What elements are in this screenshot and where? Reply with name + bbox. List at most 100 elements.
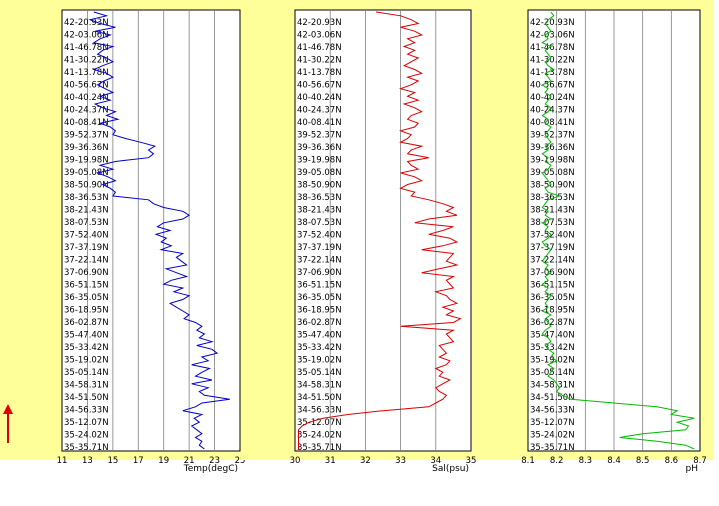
latitude-label: 38-07.53N: [64, 218, 109, 228]
latitude-label: 40-08.41N: [64, 118, 109, 128]
latitude-label: 36-02.87N: [297, 318, 342, 328]
latitude-label: 39-52.37N: [297, 131, 342, 141]
latitude-label: 35-12.07N: [297, 418, 342, 428]
latitude-label: 34-58.31N: [64, 381, 109, 391]
latitude-label: 38-21.43N: [64, 206, 109, 216]
x-tick-label: 25: [235, 456, 246, 466]
latitude-label: 34-56.33N: [297, 406, 342, 416]
latitude-label: 36-02.87N: [64, 318, 109, 328]
x-tick-label: 21: [184, 456, 195, 466]
latitude-label: 41-13.78N: [297, 68, 342, 78]
plot-area: [61, 9, 241, 452]
latitude-label: 35-19.02N: [297, 356, 342, 366]
latitude-label: 37-22.14N: [530, 256, 575, 266]
latitude-label: 41-46.78N: [297, 43, 342, 53]
x-axis-title: Temp(degC): [183, 464, 238, 474]
latitude-label: 36-18.95N: [297, 306, 342, 316]
x-tick-label: 34: [430, 456, 441, 466]
latitude-label: 39-19.98N: [297, 156, 342, 166]
latitude-label: 34-51.50N: [64, 393, 109, 403]
series-line: [298, 11, 462, 449]
latitude-label: 36-18.95N: [530, 306, 575, 316]
latitude-label: 41-30.22N: [530, 56, 575, 66]
latitude-label: 41-13.78N: [64, 68, 109, 78]
latitude-label: 35-12.07N: [64, 418, 109, 428]
latitude-label: 41-46.78N: [64, 43, 109, 53]
panel-1: 42-20.93N 42-03.06N 41-46.78N 41-30.22N 41-1…: [0, 0, 245, 474]
x-tick-label: 15: [107, 456, 118, 466]
latitude-label: 37-22.14N: [64, 256, 109, 266]
latitude-label: 35-33.42N: [530, 343, 575, 353]
series-line: [541, 11, 695, 450]
latitude-label: 35-35.71N: [297, 443, 342, 453]
latitude-label: 40-24.37N: [530, 106, 575, 116]
latitude-label: 35-35.71N: [64, 443, 109, 453]
latitude-label: 40-40.24N: [297, 93, 342, 103]
latitude-label: 37-37.19N: [530, 243, 575, 253]
latitude-label: 36-35.05N: [64, 293, 109, 303]
latitude-label: 38-07.53N: [530, 218, 575, 228]
latitude-label: 36-18.95N: [64, 306, 109, 316]
latitude-label: 36-35.05N: [530, 293, 575, 303]
latitude-label: 34-58.31N: [530, 381, 575, 391]
latitude-label: 39-52.37N: [64, 131, 109, 141]
latitude-label: 36-02.87N: [530, 318, 575, 328]
latitude-label: 41-46.78N: [530, 43, 575, 53]
latitude-label: 35-47.40N: [530, 331, 575, 341]
panel-3: 42-20.93N 42-03.06N 41-46.78N 41-30.22N 41-1…: [478, 0, 714, 474]
x-tick-label: 23: [209, 456, 220, 466]
latitude-label: 38-50.90N: [297, 181, 342, 191]
latitude-label: 35-12.07N: [530, 418, 575, 428]
latitude-label: 34-51.50N: [297, 393, 342, 403]
latitude-label: 35-33.42N: [297, 343, 342, 353]
latitude-label: 40-08.41N: [297, 118, 342, 128]
panel-2: 42-20.93N 42-03.06N 41-46.78N 41-30.22N 41-1…: [241, 0, 478, 474]
x-tick-label: 30: [290, 456, 301, 466]
latitude-label: 35-05.14N: [297, 368, 342, 378]
latitude-label: 35-33.42N: [64, 343, 109, 353]
latitude-label: 40-56.67N: [64, 81, 109, 91]
latitude-label: 39-05.08N: [530, 168, 575, 178]
latitude-label: 37-52.40N: [530, 231, 575, 241]
latitude-label: 34-56.33N: [530, 406, 575, 416]
latitude-label: 35-19.02N: [64, 356, 109, 366]
latitude-label: 35-05.14N: [530, 368, 575, 378]
latitude-label: 37-37.19N: [64, 243, 109, 253]
x-tick-label: 8.4: [607, 456, 621, 466]
latitude-label: 37-52.40N: [297, 231, 342, 241]
latitude-label: 42-03.06N: [530, 31, 575, 41]
latitude-label: 36-35.05N: [297, 293, 342, 303]
series-line: [88, 11, 230, 450]
latitude-label: 39-19.98N: [530, 156, 575, 166]
latitude-label: 40-56.67N: [297, 81, 342, 91]
latitude-label: 41-30.22N: [64, 56, 109, 66]
latitude-label: 35-05.14N: [64, 368, 109, 378]
latitude-label: 34-51.50N: [530, 393, 575, 403]
latitude-label: 35-19.02N: [530, 356, 575, 366]
latitude-label: 39-36.36N: [530, 143, 575, 153]
latitude-label: 39-36.36N: [64, 143, 109, 153]
latitude-label: 39-36.36N: [297, 143, 342, 153]
latitude-label: 34-56.33N: [64, 406, 109, 416]
latitude-label: 42-20.93N: [530, 18, 575, 28]
latitude-label: 38-21.43N: [297, 206, 342, 216]
latitude-label: 38-36.53N: [297, 193, 342, 203]
latitude-label: 38-07.53N: [297, 218, 342, 228]
latitude-label: 42-03.06N: [64, 31, 109, 41]
x-tick-label: 32: [360, 456, 371, 466]
latitude-label: 39-19.98N: [64, 156, 109, 166]
latitude-label: 38-36.53N: [64, 193, 109, 203]
latitude-label: 35-47.40N: [64, 331, 109, 341]
latitude-label: 39-05.08N: [64, 168, 109, 178]
latitude-label: 40-40.24N: [530, 93, 575, 103]
latitude-label: 35-35.71N: [530, 443, 575, 453]
latitude-label: 41-13.78N: [530, 68, 575, 78]
latitude-label: 37-37.19N: [297, 243, 342, 253]
latitude-label: 42-20.93N: [297, 18, 342, 28]
latitude-label: 39-05.08N: [297, 168, 342, 178]
x-axis-title: Sal(psu): [432, 464, 469, 474]
latitude-label: 38-21.43N: [530, 206, 575, 216]
x-tick-label: 8.6: [665, 456, 679, 466]
x-tick-label: 11: [57, 456, 68, 466]
